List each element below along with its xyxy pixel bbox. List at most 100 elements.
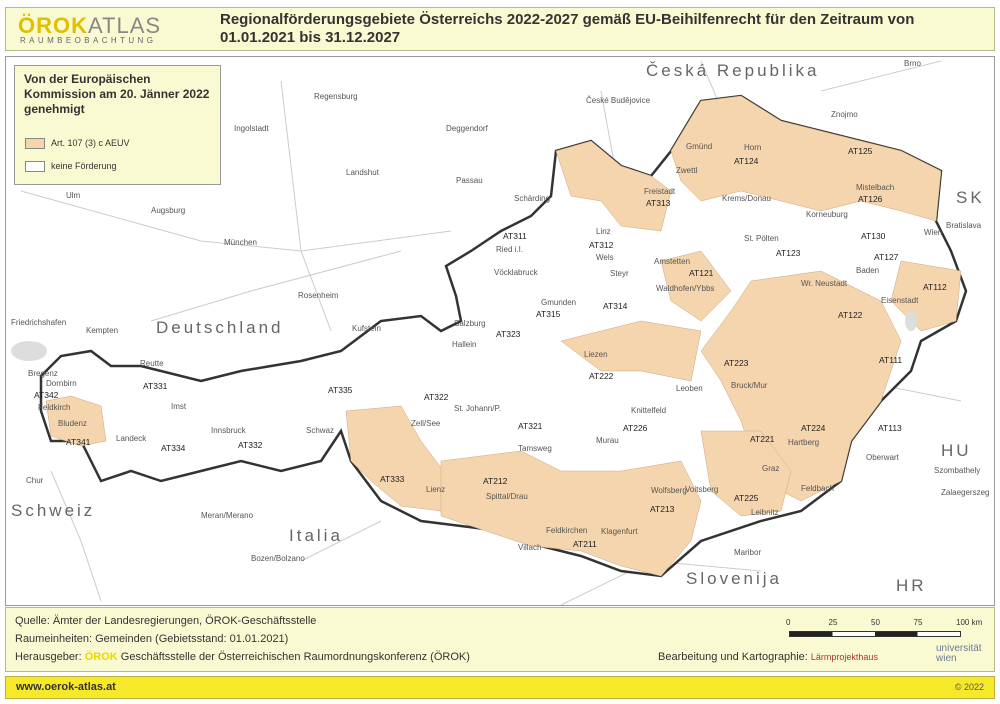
place-label: Spittal/Drau (486, 492, 528, 501)
place-label: Tamsweg (518, 444, 552, 453)
country-label: Česká Republika (646, 61, 820, 80)
place-label: Linz (596, 227, 611, 236)
map-legend: Von der Europäischen Kommission am 20. J… (14, 65, 221, 185)
region-code-label: AT331 (143, 381, 168, 391)
legend-label-none: keine Förderung (51, 161, 117, 171)
place-label: Graz (762, 464, 780, 473)
oerok-atlas-logo: ÖROKATLAS (18, 13, 162, 38)
place-label: Voitsberg (685, 485, 719, 494)
place-label: Liezen (584, 350, 608, 359)
region-code-label: AT332 (238, 440, 263, 450)
place-label: Bozen/Bolzano (251, 554, 305, 563)
region-code-label: AT334 (161, 443, 186, 453)
place-label: Wels (596, 253, 614, 262)
scale-tick-label: 50 (871, 618, 880, 627)
region-code-label: AT226 (623, 423, 648, 433)
footer: Quelle: Ämter der Landesregierungen, ÖRO… (5, 607, 995, 672)
region-code-label: AT335 (328, 385, 353, 395)
place-label: Eisenstadt (881, 296, 919, 305)
place-label: Zalaegerszeg (941, 488, 990, 497)
country-label: SK (956, 188, 985, 207)
place-label: St. Johann/P. (454, 404, 501, 413)
region-code-label: AT314 (603, 301, 628, 311)
map-title: Regionalförderungsgebiete Österreichs 20… (220, 11, 915, 46)
place-label: Wr. Neustadt (801, 279, 848, 288)
map-area[interactable]: Von der Europäischen Kommission am 20. J… (5, 56, 995, 606)
cartography-text: Bearbeitung und Kartographie: Lärmprojek… (658, 651, 878, 663)
source-text: Quelle: Ämter der Landesregierungen, ÖRO… (15, 615, 317, 627)
country-label: Deutschland (156, 318, 284, 337)
place-label: Feldbach (801, 484, 834, 493)
scale-tick-label: 25 (828, 618, 838, 627)
place-label: Passau (456, 176, 483, 185)
place-label: Meran/Merano (201, 511, 254, 520)
place-label: Waldhofen/Ybbs (656, 284, 715, 293)
uni-wien-logo: universität wien (936, 643, 982, 664)
publisher-text: Herausgeber: ÖROK Geschäftsstelle der Ös… (15, 651, 470, 663)
place-label: Reutte (140, 359, 164, 368)
region-code-label: AT123 (776, 248, 801, 258)
place-label: Szombathely (934, 466, 981, 475)
place-label: Lienz (426, 485, 446, 494)
place-label: Landeck (116, 434, 147, 443)
copyright: © 2022 (954, 682, 984, 692)
place-label: München (224, 238, 257, 247)
place-label: Kufstein (352, 324, 381, 333)
place-label: Landshut (346, 168, 379, 177)
map-svg (11, 60, 968, 605)
place-label: Gmünd (686, 142, 713, 151)
place-label: Chur (26, 476, 44, 485)
region-code-label: AT111 (879, 355, 903, 365)
place-label: Wien (924, 228, 943, 237)
place-label: České Budějovice (586, 96, 651, 105)
place-label: Bruck/Mur (731, 381, 768, 390)
logo-subtitle: RAUMBEOBACHTUNG (20, 36, 157, 45)
place-label: Amstetten (654, 257, 691, 266)
region-code-label: AT113 (878, 423, 902, 433)
place-label: Augsburg (151, 206, 186, 215)
place-label: Krems/Donau (722, 194, 771, 203)
place-label: Leoben (676, 384, 703, 393)
region-code-label: AT224 (801, 423, 826, 433)
place-label: Feldkirchen (546, 526, 588, 535)
website-link[interactable]: www.oerok-atlas.at (16, 681, 116, 693)
region-code-label: AT221 (750, 434, 775, 444)
place-label: Salzburg (454, 319, 486, 328)
region-code-label: AT225 (734, 493, 759, 503)
place-label: Regensburg (314, 92, 358, 101)
region-code-label: AT312 (589, 240, 614, 250)
place-label: Rosenheim (298, 291, 339, 300)
place-label: Ulm (66, 191, 81, 200)
units-text: Raumeinheiten: Gemeinden (Gebietsstand: … (15, 633, 289, 645)
place-label: Bratislava (946, 221, 982, 230)
place-label: Bregenz (28, 369, 58, 378)
place-label: Klagenfurt (601, 527, 638, 536)
region-code-label: AT321 (518, 421, 543, 431)
region-code-label: AT333 (380, 474, 405, 484)
legend-swatch-support (25, 138, 45, 149)
place-label: Leibnitz (751, 508, 779, 517)
place-label: Schwaz (306, 426, 335, 435)
country-label: HR (896, 576, 927, 595)
region-code-label: AT122 (838, 310, 863, 320)
region-code-label: AT121 (689, 268, 714, 278)
country-label: HU (941, 441, 972, 460)
region-code-label: AT311 (503, 231, 527, 241)
place-label: Friedrichshafen (11, 318, 67, 327)
scale-bar: 0 25 50 75 100 km (784, 618, 984, 638)
region-code-label: AT125 (848, 146, 873, 156)
place-label: Korneuburg (806, 210, 848, 219)
place-label: Knittelfeld (631, 406, 667, 415)
region-code-label: AT127 (874, 252, 899, 262)
region-code-label: AT313 (646, 198, 671, 208)
place-label: Steyr (610, 269, 629, 278)
region-code-label: AT213 (650, 504, 675, 514)
region-code-label: AT126 (858, 194, 883, 204)
region-code-label: AT341 (66, 437, 91, 447)
place-label: Ried i.I. (496, 245, 524, 254)
country-label: Schweiz (11, 501, 96, 520)
place-label: Zell/See (411, 419, 441, 428)
place-label: Dornbirn (46, 379, 77, 388)
header: ÖROKATLAS RAUMBEOBACHTUNG Regionalförder… (5, 7, 995, 51)
region-code-label: AT211 (573, 539, 597, 549)
